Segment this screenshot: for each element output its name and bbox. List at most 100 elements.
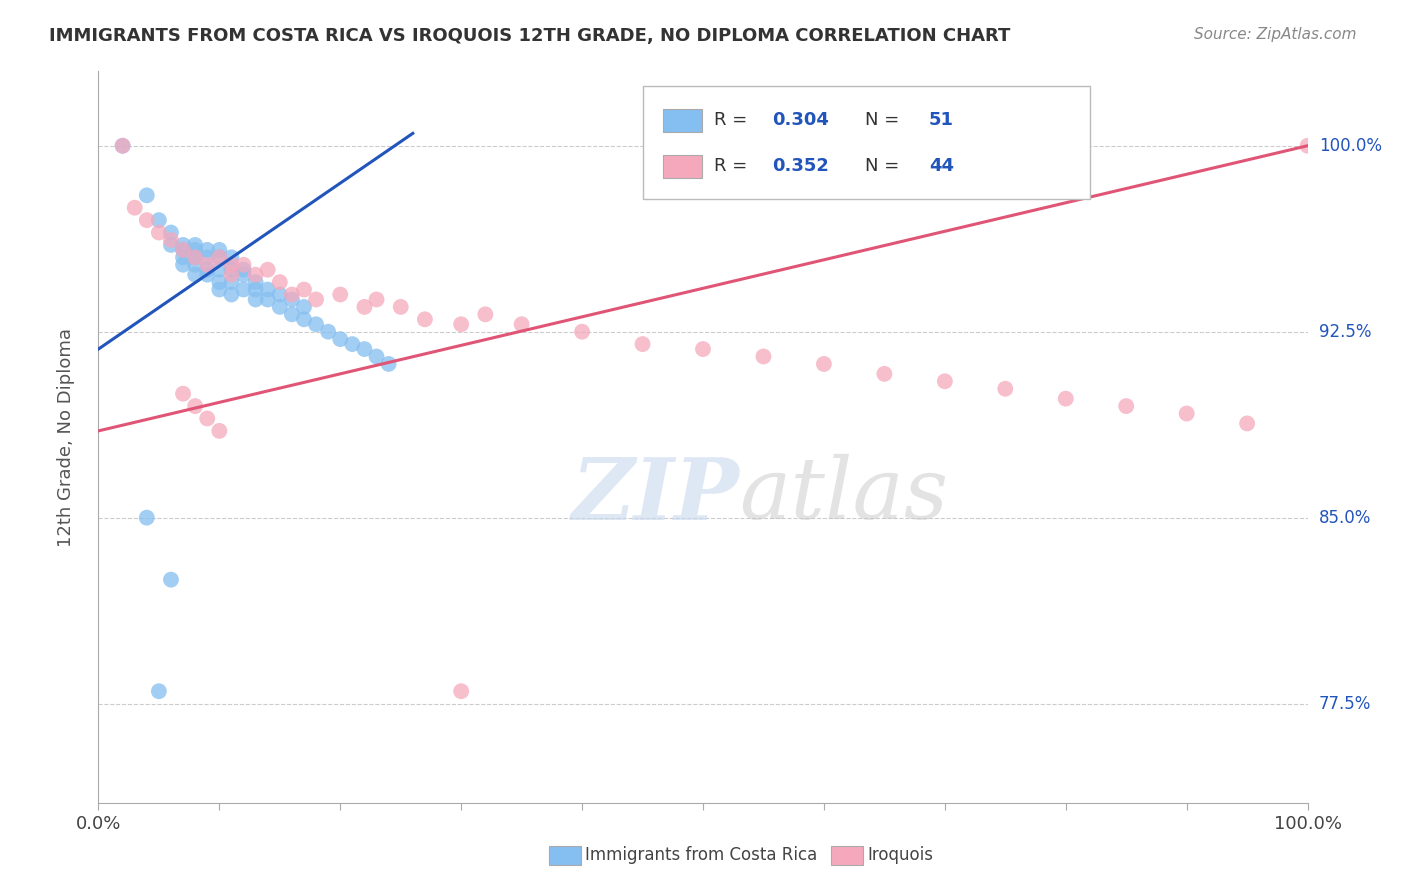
Point <box>221 287 243 301</box>
Point <box>245 293 267 307</box>
Text: 92.5%: 92.5% <box>1319 323 1371 341</box>
Point <box>269 275 291 289</box>
Text: N =: N = <box>865 112 905 129</box>
Point <box>281 307 304 321</box>
Text: 51: 51 <box>929 112 955 129</box>
Text: ZIP: ZIP <box>571 454 740 537</box>
FancyBboxPatch shape <box>831 846 863 865</box>
Point <box>172 250 194 264</box>
Point <box>208 424 231 438</box>
Point <box>111 138 134 153</box>
Point <box>124 201 146 215</box>
Point <box>631 337 654 351</box>
Point <box>353 300 375 314</box>
Point <box>208 250 231 264</box>
Point <box>1054 392 1077 406</box>
Point <box>1236 417 1258 431</box>
Text: 77.5%: 77.5% <box>1319 695 1371 713</box>
Point <box>329 332 352 346</box>
Point <box>474 307 496 321</box>
FancyBboxPatch shape <box>664 154 702 178</box>
Point <box>281 287 304 301</box>
FancyBboxPatch shape <box>643 86 1090 200</box>
Text: Immigrants from Costa Rica: Immigrants from Costa Rica <box>585 847 817 864</box>
Point <box>305 293 328 307</box>
Point <box>353 342 375 356</box>
Point <box>160 238 183 252</box>
Text: Source: ZipAtlas.com: Source: ZipAtlas.com <box>1194 27 1357 42</box>
Point <box>135 510 157 524</box>
Text: atlas: atlas <box>740 454 949 537</box>
FancyBboxPatch shape <box>550 846 581 865</box>
Point <box>316 325 339 339</box>
Point <box>245 283 267 297</box>
Point <box>510 318 533 332</box>
Point <box>184 399 207 413</box>
Point <box>256 283 278 297</box>
Point <box>221 268 243 282</box>
Text: 0.304: 0.304 <box>772 112 828 129</box>
Point <box>281 293 304 307</box>
Point <box>292 312 315 326</box>
Point <box>256 293 278 307</box>
Point <box>873 367 896 381</box>
Point <box>195 243 218 257</box>
Point <box>184 238 207 252</box>
Point <box>366 293 388 307</box>
Point <box>221 250 243 264</box>
Point <box>342 337 364 351</box>
Point <box>111 138 134 153</box>
Point <box>160 573 183 587</box>
Point <box>221 258 243 272</box>
Point <box>1175 407 1198 421</box>
Point <box>135 188 157 202</box>
Point <box>184 243 207 257</box>
Point <box>208 275 231 289</box>
Text: N =: N = <box>865 158 905 176</box>
Point <box>752 350 775 364</box>
Point <box>208 250 231 264</box>
Point <box>450 684 472 698</box>
Point <box>329 287 352 301</box>
Point <box>208 283 231 297</box>
Point <box>135 213 157 227</box>
Point <box>184 250 207 264</box>
Point <box>269 300 291 314</box>
Point <box>292 283 315 297</box>
Point <box>245 275 267 289</box>
Point <box>366 350 388 364</box>
Point <box>184 258 207 272</box>
Point <box>221 275 243 289</box>
Text: 85.0%: 85.0% <box>1319 508 1371 526</box>
Point <box>172 386 194 401</box>
Point <box>450 318 472 332</box>
Point <box>195 258 218 272</box>
Text: 0.352: 0.352 <box>772 158 828 176</box>
Point <box>1115 399 1137 413</box>
Point <box>934 374 956 388</box>
Text: IMMIGRANTS FROM COSTA RICA VS IROQUOIS 12TH GRADE, NO DIPLOMA CORRELATION CHART: IMMIGRANTS FROM COSTA RICA VS IROQUOIS 1… <box>49 27 1011 45</box>
Point <box>413 312 436 326</box>
Point <box>184 268 207 282</box>
Point <box>172 258 194 272</box>
Point <box>571 325 593 339</box>
Point <box>208 262 231 277</box>
Point <box>221 262 243 277</box>
Point <box>1296 138 1319 153</box>
Point <box>148 684 170 698</box>
Point <box>305 318 328 332</box>
Point <box>269 287 291 301</box>
Point <box>172 238 194 252</box>
Point <box>692 342 714 356</box>
Point <box>195 250 218 264</box>
Point <box>148 226 170 240</box>
Point <box>292 300 315 314</box>
Point <box>172 243 194 257</box>
Point <box>232 262 254 277</box>
Point <box>208 243 231 257</box>
FancyBboxPatch shape <box>664 109 702 132</box>
Text: R =: R = <box>714 112 752 129</box>
Point <box>195 262 218 277</box>
Point <box>172 243 194 257</box>
Point <box>148 213 170 227</box>
